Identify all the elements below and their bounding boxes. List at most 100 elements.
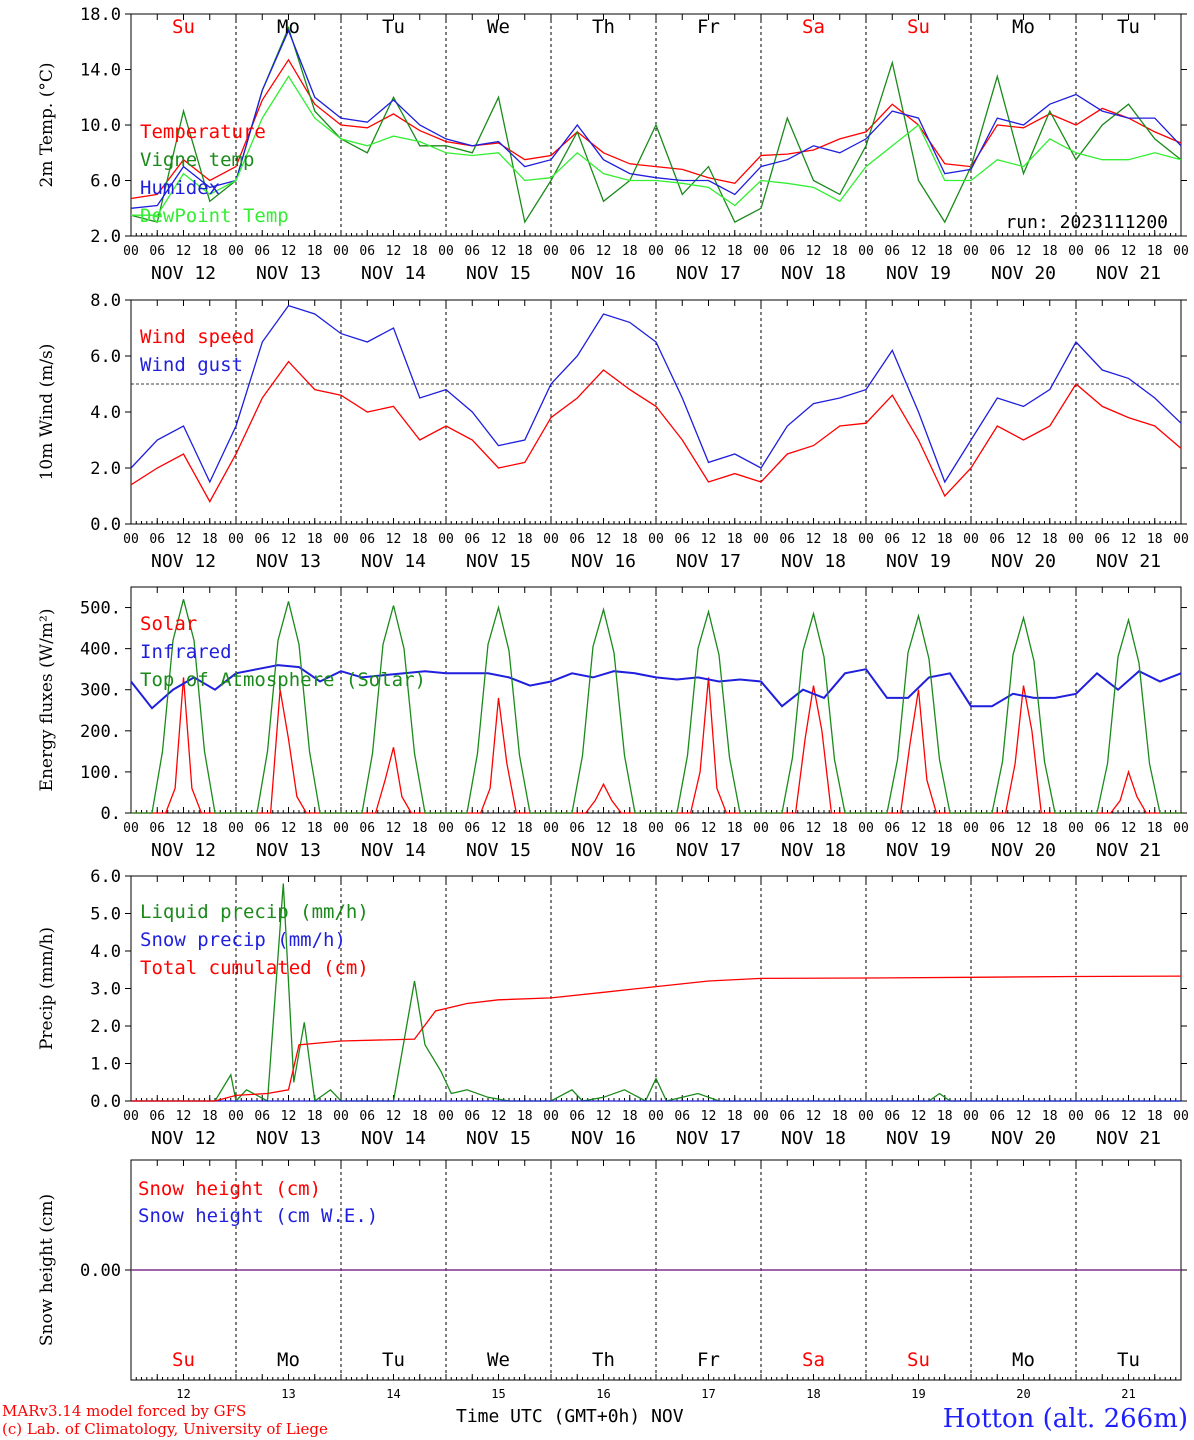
hour-label: 12	[1016, 1109, 1032, 1124]
day-label: Mo	[1012, 16, 1035, 38]
hour-label: 18	[307, 821, 323, 836]
hour-label: 18	[1042, 821, 1058, 836]
hour-label: 12	[806, 1109, 822, 1124]
date-label: NOV 17	[676, 840, 741, 861]
date-label: NOV 21	[1096, 840, 1161, 861]
hour-label: 00	[123, 244, 139, 259]
date-label: NOV 14	[361, 1128, 426, 1149]
hour-label: 12	[176, 821, 192, 836]
hour-label: 00	[333, 821, 349, 836]
hour-label: 12	[491, 1109, 507, 1124]
hour-label: 00	[753, 532, 769, 547]
day-number-label: 16	[596, 1387, 610, 1401]
hour-label: 06	[779, 821, 795, 836]
y-tick-label: 4.0	[90, 403, 121, 423]
day-number-label: 18	[806, 1387, 820, 1401]
hour-label: 18	[1042, 532, 1058, 547]
date-label: NOV 15	[466, 1128, 531, 1149]
y-tick-label: 10.0	[80, 116, 121, 136]
hour-label: 00	[438, 1109, 454, 1124]
y-tick-label: 14.0	[80, 61, 121, 81]
day-label-bottom: Sa	[802, 1349, 825, 1371]
panel-frame	[130, 299, 1182, 525]
hour-label: 00	[123, 1109, 139, 1124]
hour-label: 12	[386, 244, 402, 259]
y-tick-label: 300.	[80, 681, 121, 701]
legend-entry: Infrared	[140, 641, 232, 663]
legend-entry: Solar	[140, 613, 197, 635]
hour-label: 06	[359, 821, 375, 836]
day-number-label: 14	[386, 1387, 400, 1401]
y-tick-label: 0.	[101, 804, 121, 824]
series-line	[131, 975, 1182, 1102]
date-label: NOV 17	[676, 263, 741, 284]
hour-label: 00	[333, 532, 349, 547]
hour-label: 06	[779, 244, 795, 259]
hour-label: 00	[543, 1109, 559, 1124]
hour-label: 12	[701, 244, 717, 259]
date-label: NOV 16	[571, 551, 636, 572]
y-tick-label: 0.00	[80, 1261, 121, 1281]
hour-label: 18	[412, 821, 428, 836]
hour-label: 00	[858, 244, 874, 259]
y-tick-label: 6.0	[90, 867, 121, 887]
hour-label: 00	[1173, 244, 1189, 259]
y-tick-label: 3.0	[90, 980, 121, 1000]
hour-label: 18	[937, 821, 953, 836]
date-label: NOV 17	[676, 551, 741, 572]
date-label: NOV 17	[676, 1128, 741, 1149]
hour-label: 00	[438, 821, 454, 836]
hour-label: 06	[149, 244, 165, 259]
hour-label: 06	[464, 244, 480, 259]
hour-label: 12	[596, 532, 612, 547]
date-label: NOV 20	[991, 1128, 1056, 1149]
hour-label: 12	[491, 532, 507, 547]
date-label: NOV 20	[991, 551, 1056, 572]
hour-label: 00	[858, 532, 874, 547]
y-axis-title: 2m Temp. (°C)	[37, 62, 57, 187]
hour-label: 00	[648, 821, 664, 836]
hour-label: 06	[674, 244, 690, 259]
y-tick-label: 400.	[80, 640, 121, 660]
hour-label: 12	[386, 532, 402, 547]
x-axis-title: Time UTC (GMT+0h) NOV	[456, 1406, 684, 1427]
date-label: NOV 21	[1096, 551, 1161, 572]
hour-label: 06	[464, 1109, 480, 1124]
hour-label: 12	[1121, 1109, 1137, 1124]
hour-label: 00	[543, 532, 559, 547]
date-label: NOV 16	[571, 1128, 636, 1149]
day-label: Th	[592, 16, 615, 38]
hour-label: 18	[832, 244, 848, 259]
date-label: NOV 13	[256, 263, 321, 284]
hour-label: 00	[543, 821, 559, 836]
hour-label: 06	[779, 532, 795, 547]
hour-label: 00	[648, 1109, 664, 1124]
hour-label: 18	[202, 1109, 218, 1124]
series-line	[130, 58, 1182, 200]
hour-label: 18	[412, 244, 428, 259]
hour-label: 18	[412, 1109, 428, 1124]
hour-label: 00	[1068, 532, 1084, 547]
day-label: We	[487, 16, 510, 38]
legend-entry: Wind gust	[140, 354, 243, 376]
hour-label: 00	[753, 821, 769, 836]
day-number-label: 20	[1016, 1387, 1030, 1401]
hour-label: 18	[937, 532, 953, 547]
y-tick-label: 500.	[80, 599, 121, 619]
day-label-bottom: Tu	[1117, 1349, 1140, 1371]
hour-label: 00	[1068, 821, 1084, 836]
hour-label: 06	[1094, 821, 1110, 836]
date-label: NOV 14	[361, 551, 426, 572]
date-label: NOV 15	[466, 551, 531, 572]
day-label-bottom: Su	[907, 1349, 930, 1371]
hour-label: 18	[1147, 532, 1163, 547]
date-label: NOV 19	[886, 840, 951, 861]
hour-label: 12	[1121, 532, 1137, 547]
hour-label: 18	[1042, 1109, 1058, 1124]
hour-label: 18	[1147, 821, 1163, 836]
hour-label: 00	[858, 821, 874, 836]
date-label: NOV 16	[571, 840, 636, 861]
day-label: Su	[907, 16, 930, 38]
hour-label: 06	[884, 821, 900, 836]
hour-label: 06	[884, 532, 900, 547]
